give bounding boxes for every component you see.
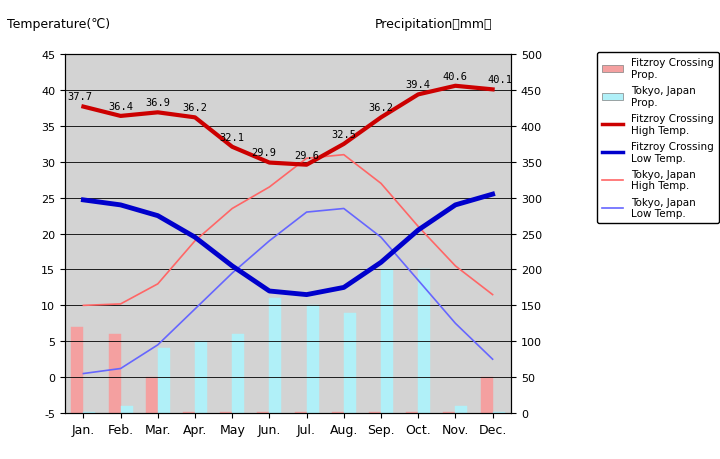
Bar bbox=[381, 270, 393, 413]
Text: 36.2: 36.2 bbox=[369, 103, 394, 113]
Bar bbox=[332, 412, 344, 413]
Text: 29.6: 29.6 bbox=[294, 150, 319, 160]
Bar bbox=[146, 377, 158, 413]
Text: 39.4: 39.4 bbox=[405, 80, 431, 90]
Bar bbox=[71, 327, 84, 413]
Bar bbox=[418, 270, 430, 413]
Text: 29.9: 29.9 bbox=[251, 148, 276, 158]
Bar bbox=[481, 377, 492, 413]
Bar bbox=[183, 412, 195, 413]
Text: 36.2: 36.2 bbox=[182, 103, 207, 113]
Bar bbox=[84, 412, 95, 413]
Bar bbox=[294, 412, 307, 413]
Bar bbox=[158, 349, 170, 413]
Bar bbox=[444, 412, 455, 413]
Bar bbox=[109, 334, 120, 413]
Legend: Fitzroy Crossing
Prop., Tokyo, Japan
Prop., Fitzroy Crossing
High Temp., Fitzroy: Fitzroy Crossing Prop., Tokyo, Japan Pro… bbox=[597, 53, 719, 224]
Bar bbox=[406, 412, 418, 413]
Bar bbox=[269, 298, 282, 413]
Text: Precipitation（mm）: Precipitation（mm） bbox=[374, 18, 492, 31]
Text: 36.4: 36.4 bbox=[108, 101, 133, 112]
Text: 32.5: 32.5 bbox=[331, 129, 356, 140]
Text: Temperature(℃): Temperature(℃) bbox=[7, 18, 110, 31]
Text: 32.1: 32.1 bbox=[220, 132, 245, 142]
Bar bbox=[307, 306, 318, 413]
Bar bbox=[258, 412, 269, 413]
Bar bbox=[344, 313, 356, 413]
Text: 40.1: 40.1 bbox=[487, 75, 513, 85]
Text: 36.9: 36.9 bbox=[145, 98, 171, 108]
Bar bbox=[120, 406, 132, 413]
Bar bbox=[492, 412, 505, 413]
Bar bbox=[455, 406, 467, 413]
Text: 37.7: 37.7 bbox=[67, 92, 92, 102]
Bar bbox=[369, 412, 381, 413]
Bar bbox=[195, 341, 207, 413]
Bar bbox=[232, 334, 244, 413]
Text: 40.6: 40.6 bbox=[443, 72, 468, 81]
Bar bbox=[220, 412, 232, 413]
